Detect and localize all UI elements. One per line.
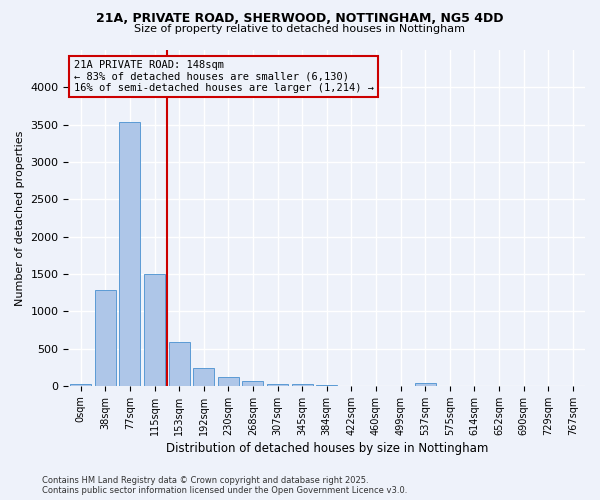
Bar: [144, 274, 165, 386]
Bar: [242, 380, 263, 386]
Bar: [95, 290, 116, 386]
Bar: [415, 383, 436, 386]
Bar: [218, 377, 239, 386]
Text: 21A PRIVATE ROAD: 148sqm
← 83% of detached houses are smaller (6,130)
16% of sem: 21A PRIVATE ROAD: 148sqm ← 83% of detach…: [74, 60, 374, 94]
Bar: [193, 368, 214, 386]
X-axis label: Distribution of detached houses by size in Nottingham: Distribution of detached houses by size …: [166, 442, 488, 455]
Text: 21A, PRIVATE ROAD, SHERWOOD, NOTTINGHAM, NG5 4DD: 21A, PRIVATE ROAD, SHERWOOD, NOTTINGHAM,…: [96, 12, 504, 26]
Bar: [119, 122, 140, 386]
Bar: [169, 342, 190, 386]
Y-axis label: Number of detached properties: Number of detached properties: [15, 130, 25, 306]
Text: Size of property relative to detached houses in Nottingham: Size of property relative to detached ho…: [134, 24, 466, 34]
Bar: [267, 384, 288, 386]
Bar: [292, 384, 313, 386]
Bar: [70, 384, 91, 386]
Text: Contains HM Land Registry data © Crown copyright and database right 2025.
Contai: Contains HM Land Registry data © Crown c…: [42, 476, 407, 495]
